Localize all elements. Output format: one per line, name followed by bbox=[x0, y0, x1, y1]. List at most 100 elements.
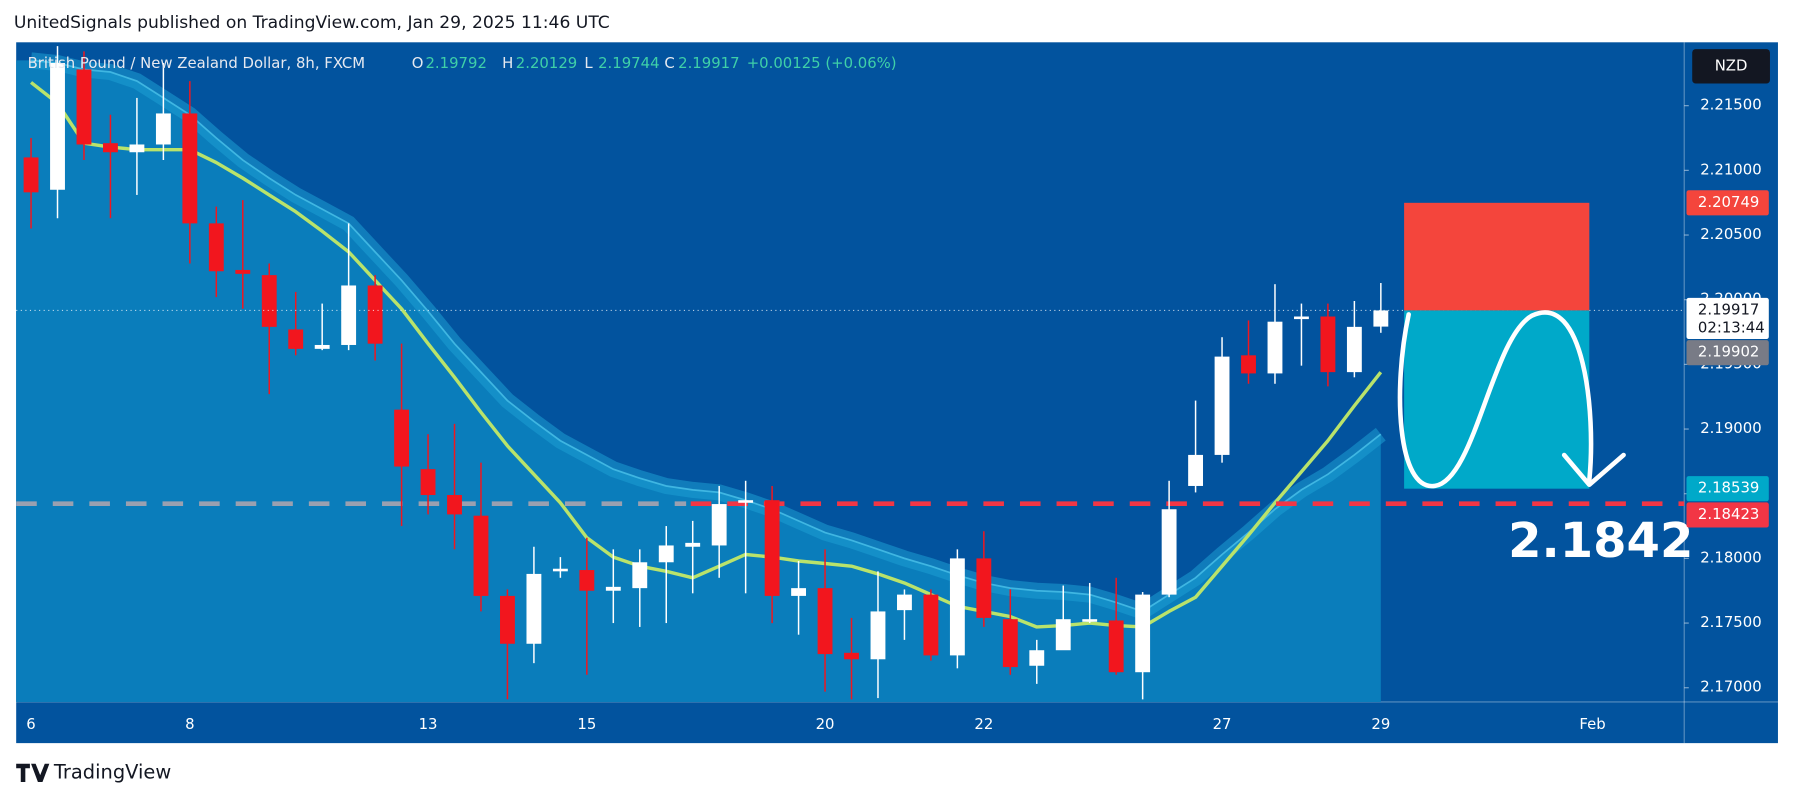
x-tick-label: 13 bbox=[419, 715, 438, 733]
stop-zone bbox=[1404, 202, 1590, 311]
candle-body bbox=[711, 504, 727, 546]
candle-body bbox=[1373, 310, 1389, 327]
candle-body bbox=[605, 586, 621, 591]
candle-body bbox=[1241, 355, 1256, 374]
candle-body bbox=[394, 409, 410, 467]
target-badge: 2.18539 bbox=[1698, 479, 1759, 497]
candle-body bbox=[473, 515, 489, 596]
legend-key: O bbox=[412, 54, 424, 72]
candle-body bbox=[1294, 316, 1309, 320]
candle-body bbox=[208, 223, 224, 272]
candle-body bbox=[923, 594, 939, 656]
candle-body bbox=[23, 157, 39, 193]
candle-body bbox=[658, 545, 674, 563]
x-tick-label: Feb bbox=[1579, 715, 1605, 733]
publisher-line: UnitedSignals published on TradingView.c… bbox=[14, 13, 610, 33]
prior-close-badge: 2.19902 bbox=[1698, 343, 1759, 361]
target-badge-bg bbox=[1686, 476, 1769, 502]
candle-body bbox=[261, 275, 277, 327]
candle-body bbox=[155, 113, 171, 145]
currency-badge-bg bbox=[1692, 49, 1770, 84]
candle-body bbox=[447, 495, 462, 515]
candle-body bbox=[76, 69, 92, 145]
candle-body bbox=[314, 344, 330, 349]
x-tick-label: 22 bbox=[974, 715, 993, 733]
y-tick-label: 2.17500 bbox=[1700, 613, 1761, 631]
brand: TradingView bbox=[53, 760, 171, 783]
candle-body bbox=[50, 62, 65, 190]
candle-body bbox=[579, 570, 595, 591]
candle-body bbox=[949, 558, 965, 656]
candle-body bbox=[1029, 650, 1045, 666]
y-tick-label: 2.18000 bbox=[1700, 548, 1761, 566]
currency-badge: NZD bbox=[1715, 56, 1748, 74]
prior-close-badge-bg bbox=[1686, 340, 1769, 366]
candle-body bbox=[367, 285, 383, 344]
ma-area bbox=[16, 60, 1381, 702]
level-badge-bg bbox=[1686, 502, 1769, 528]
last-price-badge-countdown: 02:13:44 bbox=[1698, 319, 1765, 337]
candle-body bbox=[341, 285, 357, 345]
candle-body bbox=[1267, 321, 1283, 374]
candle-body bbox=[103, 143, 118, 153]
ma-line bbox=[29, 81, 1383, 629]
x-tick-label: 6 bbox=[26, 715, 35, 733]
candle-body bbox=[764, 500, 780, 596]
candle-body bbox=[1346, 326, 1362, 373]
candle-body bbox=[791, 588, 807, 596]
candle-body bbox=[182, 113, 198, 224]
candle-body bbox=[1188, 454, 1204, 486]
plot: 2.215002.210002.205002.200002.195002.190… bbox=[16, 42, 1778, 744]
legend-value: 2.19792 bbox=[425, 54, 486, 72]
candle-body bbox=[552, 568, 568, 572]
y-tick-label: 2.20500 bbox=[1700, 225, 1761, 243]
candle-body bbox=[1214, 356, 1230, 455]
candle-body bbox=[1002, 619, 1018, 668]
level-annotation: 2.1842 bbox=[1508, 513, 1693, 569]
candle-body bbox=[235, 269, 251, 274]
candle-body bbox=[500, 595, 515, 644]
candle-body bbox=[1108, 620, 1124, 673]
x-tick-label: 8 bbox=[185, 715, 194, 733]
candle-body bbox=[1320, 316, 1336, 373]
candle-body bbox=[1135, 594, 1151, 673]
footer-logo: TradingView bbox=[16, 760, 171, 783]
candle-body bbox=[685, 542, 701, 547]
candle-body bbox=[526, 573, 542, 644]
legend-change: +0.00125 (+0.06%) bbox=[747, 54, 897, 72]
y-tick-label: 2.17000 bbox=[1700, 678, 1761, 696]
legend-value: 2.19917 bbox=[678, 54, 739, 72]
candle-body bbox=[976, 558, 992, 618]
y-tick-label: 2.21000 bbox=[1700, 160, 1761, 178]
ma-edge bbox=[30, 59, 1382, 613]
drawn-arrow bbox=[1397, 310, 1594, 489]
candle-body bbox=[129, 144, 145, 153]
x-tick-label: 15 bbox=[577, 715, 596, 733]
last-price-badge-bg bbox=[1686, 297, 1769, 340]
candle-body bbox=[844, 652, 859, 660]
candle-body bbox=[817, 588, 833, 655]
candle-body bbox=[632, 562, 648, 589]
x-tick-label: 27 bbox=[1213, 715, 1232, 733]
level-badge: 2.18423 bbox=[1698, 505, 1759, 523]
target-zone bbox=[1404, 310, 1590, 489]
logo-icon bbox=[16, 763, 50, 782]
candle-body bbox=[897, 594, 912, 611]
candle-body bbox=[288, 329, 304, 349]
symbol-title: British Pound / New Zealand Dollar, 8h, … bbox=[28, 54, 365, 72]
y-tick-label: 2.19000 bbox=[1700, 419, 1761, 437]
x-tick-label: 20 bbox=[816, 715, 835, 733]
legend-key: H bbox=[502, 54, 513, 72]
legend-key: L bbox=[584, 54, 593, 72]
legend-value: 2.20129 bbox=[516, 54, 577, 72]
legend-key: C bbox=[664, 54, 674, 72]
legend-value: 2.19744 bbox=[598, 54, 659, 72]
x-tick-label: 29 bbox=[1371, 715, 1390, 733]
candle-body bbox=[1161, 509, 1177, 595]
candle-body bbox=[1082, 619, 1098, 622]
candle-body bbox=[1055, 619, 1071, 651]
last-price-badge: 2.19917 bbox=[1698, 300, 1759, 318]
candle-body bbox=[420, 469, 436, 496]
candle-body bbox=[738, 500, 754, 503]
